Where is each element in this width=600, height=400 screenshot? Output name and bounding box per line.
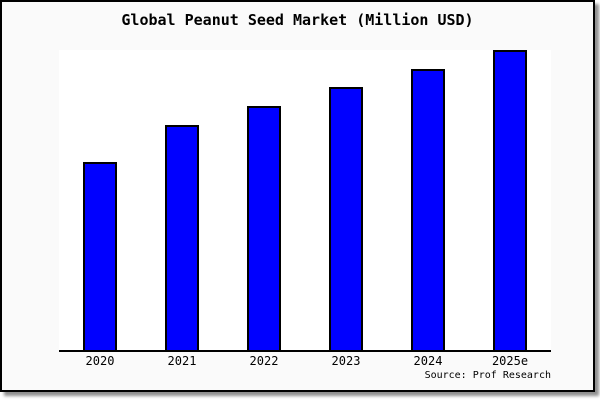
- x-tick-label-2025e: 2025e: [491, 354, 529, 368]
- bar-2024: [411, 69, 445, 350]
- x-tick-label-2020: 2020: [85, 354, 115, 368]
- bar-2025e: [493, 50, 527, 350]
- bar-2021: [165, 125, 199, 350]
- x-tick-label-2023: 2023: [331, 354, 361, 368]
- x-tick-label-2022: 2022: [249, 354, 279, 368]
- x-tick-label-2021: 2021: [167, 354, 197, 368]
- chart-frame: Global Peanut Seed Market (Million USD) …: [0, 0, 595, 392]
- x-axis-labels: 2020 2021 2022 2023 2024 2025e: [59, 354, 551, 370]
- bar-2022: [247, 106, 281, 350]
- bar-2023: [329, 87, 363, 350]
- x-tick-label-2024: 2024: [413, 354, 443, 368]
- plot-area: [59, 50, 551, 352]
- bar-2020: [83, 162, 117, 350]
- chart-title: Global Peanut Seed Market (Million USD): [121, 11, 474, 29]
- source-note: Source: Prof Research: [424, 370, 551, 381]
